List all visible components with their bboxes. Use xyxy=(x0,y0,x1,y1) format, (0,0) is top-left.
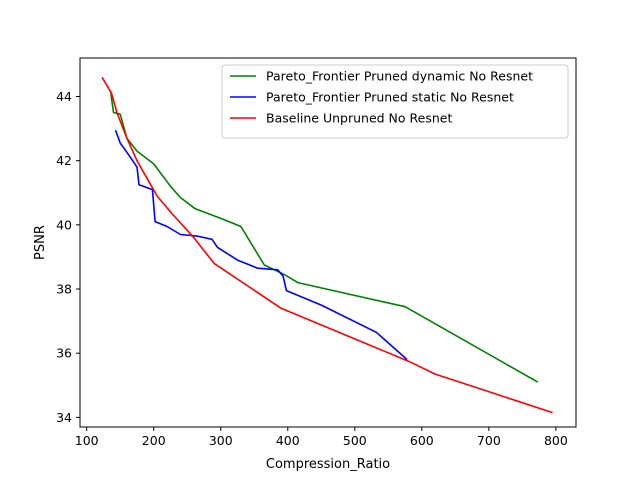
y-axis-label: PSNR xyxy=(33,225,48,260)
legend-label: Baseline Unpruned No Resnet xyxy=(266,111,452,126)
y-tick-label: 44 xyxy=(56,89,72,104)
series-line-3 xyxy=(101,76,553,414)
legend: Pareto_Frontier Pruned dynamic No Resnet… xyxy=(221,64,569,139)
series-line-2 xyxy=(114,129,408,361)
legend-label: Pareto_Frontier Pruned dynamic No Resnet xyxy=(266,69,533,84)
series-line-1 xyxy=(110,93,539,383)
x-tick-label: 200 xyxy=(142,433,166,448)
x-tick-label: 300 xyxy=(209,433,233,448)
y-tick-label: 38 xyxy=(56,282,72,297)
x-tick-label: 400 xyxy=(276,433,300,448)
x-tick-label: 500 xyxy=(343,433,367,448)
y-tick-label: 36 xyxy=(56,346,72,361)
x-axis: 100 200 300 400 500 600 700 800 xyxy=(75,427,568,448)
legend-label: Pareto_Frontier Pruned static No Resnet xyxy=(266,90,514,105)
y-tick-label: 34 xyxy=(56,410,72,425)
y-tick-label: 42 xyxy=(56,153,72,168)
x-tick-label: 100 xyxy=(75,433,99,448)
x-axis-label: Compression_Ratio xyxy=(266,457,390,472)
y-axis: 34 36 38 40 42 44 xyxy=(56,89,80,425)
plot-frame xyxy=(79,57,577,428)
x-tick-label: 600 xyxy=(410,433,434,448)
legend-box xyxy=(221,64,569,139)
x-tick-label: 700 xyxy=(477,433,501,448)
x-tick-label: 800 xyxy=(544,433,568,448)
y-tick-label: 40 xyxy=(56,217,72,232)
series-lines xyxy=(101,76,553,414)
